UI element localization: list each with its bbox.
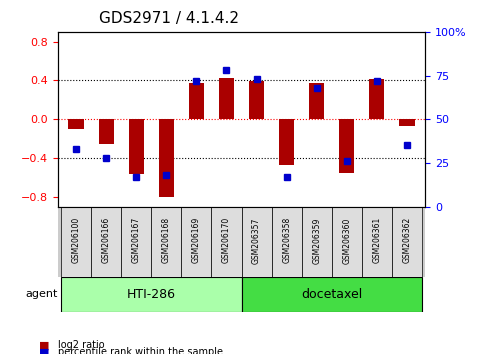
Text: ■: ■ xyxy=(39,347,49,354)
Text: GSM206360: GSM206360 xyxy=(342,217,351,263)
Bar xyxy=(128,119,144,173)
Bar xyxy=(189,83,204,119)
Text: agent: agent xyxy=(26,289,58,299)
FancyBboxPatch shape xyxy=(242,207,271,276)
Text: GSM206167: GSM206167 xyxy=(132,217,141,263)
Text: GDS2971 / 4.1.4.2: GDS2971 / 4.1.4.2 xyxy=(99,11,239,25)
Text: GSM206169: GSM206169 xyxy=(192,217,201,263)
FancyBboxPatch shape xyxy=(61,207,91,276)
Bar xyxy=(339,119,355,173)
Text: GSM206361: GSM206361 xyxy=(372,217,382,263)
Bar xyxy=(399,119,414,126)
Bar xyxy=(249,81,264,119)
Bar xyxy=(69,119,84,129)
FancyBboxPatch shape xyxy=(271,207,302,276)
Bar xyxy=(159,119,174,197)
FancyBboxPatch shape xyxy=(392,207,422,276)
FancyBboxPatch shape xyxy=(332,207,362,276)
Text: GSM206359: GSM206359 xyxy=(312,217,321,263)
Text: GSM206166: GSM206166 xyxy=(101,217,111,263)
FancyBboxPatch shape xyxy=(302,207,332,276)
Bar xyxy=(219,79,234,119)
FancyBboxPatch shape xyxy=(151,207,181,276)
FancyBboxPatch shape xyxy=(91,207,121,276)
FancyBboxPatch shape xyxy=(181,207,212,276)
FancyBboxPatch shape xyxy=(212,207,242,276)
Text: HTI-286: HTI-286 xyxy=(127,287,176,301)
Text: GSM206357: GSM206357 xyxy=(252,217,261,263)
FancyBboxPatch shape xyxy=(61,276,242,312)
Text: percentile rank within the sample: percentile rank within the sample xyxy=(58,347,223,354)
Bar xyxy=(279,119,294,165)
Text: GSM206168: GSM206168 xyxy=(162,217,171,263)
Bar xyxy=(309,83,324,119)
FancyBboxPatch shape xyxy=(121,207,151,276)
Text: GSM206358: GSM206358 xyxy=(282,217,291,263)
FancyBboxPatch shape xyxy=(362,207,392,276)
Text: GSM206170: GSM206170 xyxy=(222,217,231,263)
Text: ■: ■ xyxy=(39,340,49,350)
FancyBboxPatch shape xyxy=(242,276,422,312)
Bar xyxy=(99,119,114,143)
Text: GSM206362: GSM206362 xyxy=(402,217,412,263)
Bar xyxy=(369,79,384,119)
Text: docetaxel: docetaxel xyxy=(301,287,362,301)
Text: log2 ratio: log2 ratio xyxy=(58,340,105,350)
Text: GSM206100: GSM206100 xyxy=(71,217,81,263)
